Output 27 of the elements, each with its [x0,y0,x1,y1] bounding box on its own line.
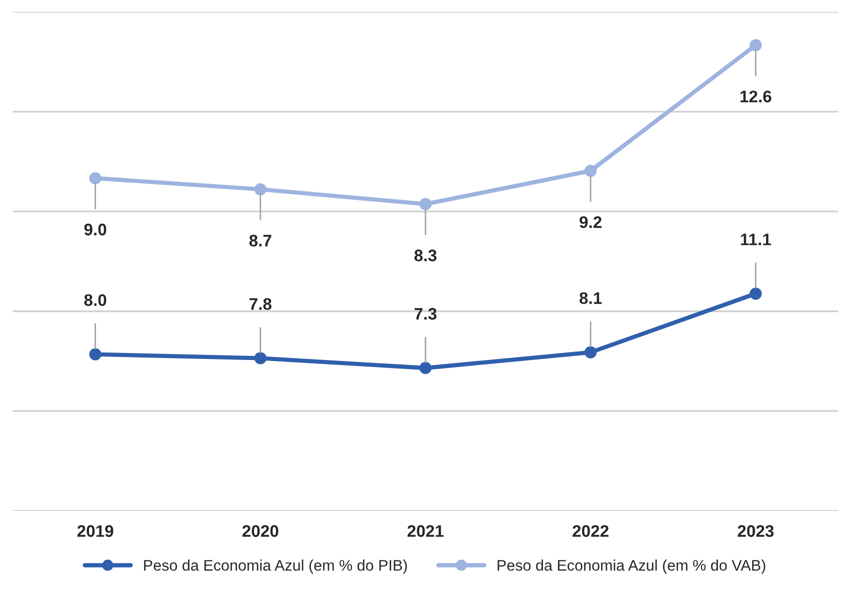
point [750,288,762,300]
x-tick-label: 2020 [242,525,278,537]
data-label: 8.7 [249,234,272,247]
point [419,362,432,374]
data-label: 9.0 [84,224,106,236]
point [89,172,102,184]
data-label: 8.1 [580,292,602,304]
point [254,183,266,196]
data-label: 7.3 [414,308,436,320]
data-label: 11.1 [740,234,771,246]
x-tick-label: 2019 [77,525,114,537]
point [584,346,597,358]
data-label: 12.6 [740,90,772,102]
data-label: 8.3 [414,250,436,262]
point [89,348,102,360]
legend-label: Peso da Economia Azul (em % do PIB) [144,560,407,574]
x-tick-label: 2023 [738,525,774,537]
point [750,39,762,52]
legend-label: Peso da Economia Azul (em % do VAB) [498,560,766,574]
data-label: 7.8 [250,298,272,310]
point [584,164,597,177]
point [254,352,266,364]
x-tick-label: 2021 [408,525,444,537]
point [419,198,432,210]
data-label: 8.0 [84,294,106,306]
data-label: 9.2 [580,216,602,228]
x-tick-label: 2022 [572,525,608,537]
